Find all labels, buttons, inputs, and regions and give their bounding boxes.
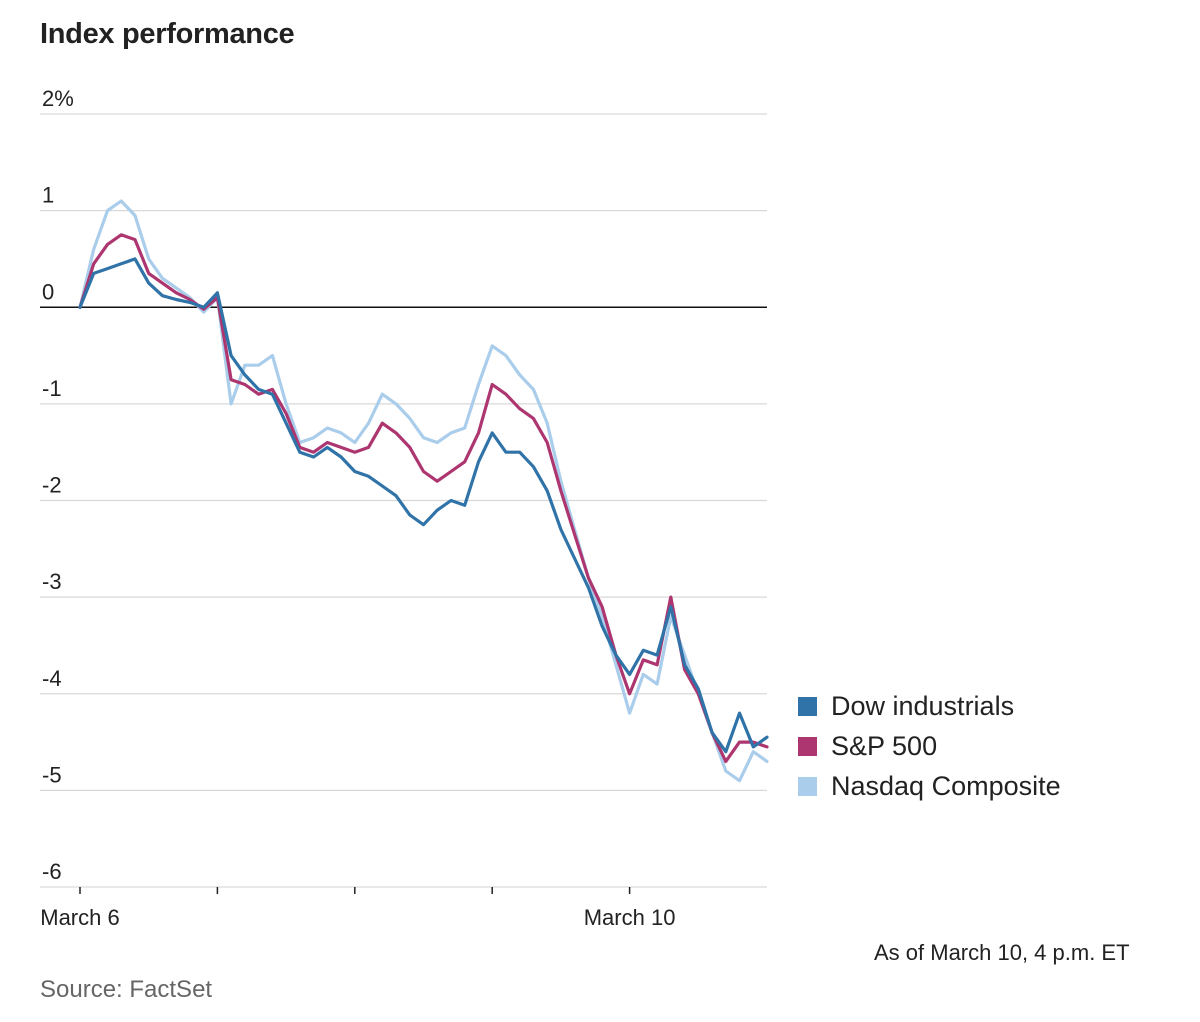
y-tick-label: 0 [42,279,54,304]
x-axis [40,886,767,894]
y-tick-label: 2% [42,86,74,111]
legend-label-nasdaq: Nasdaq Composite [831,770,1061,801]
tick-labels: 2% 1 0 -1 -2 -3 -4 -5 -6 March 6 March 10 [40,86,675,930]
legend-swatch-dow [798,696,817,716]
y-tick-label: -2 [42,473,62,498]
legend-item-nasdaq: Nasdaq Composite [798,766,1061,806]
legend-swatch-nasdaq [798,776,817,796]
legend-swatch-sp500 [798,736,817,756]
legend-label-sp500: S&P 500 [831,730,938,761]
as-of-note: As of March 10, 4 p.m. ET [874,940,1130,965]
legend-item-dow: Dow industrials [798,686,1061,726]
y-tick-label: -3 [42,569,62,594]
legend: Dow industrials S&P 500 Nasdaq Composite [798,686,1061,806]
y-tick-label: -5 [42,762,62,787]
y-tick-label: -4 [42,666,62,691]
series-lines [78,199,769,783]
legend-label-dow: Dow industrials [831,690,1015,721]
source-note: Source: FactSet [40,976,213,1003]
x-tick-label: March 10 [584,905,676,930]
series-line-s-p-500 [78,233,769,764]
y-tick-label: -6 [42,859,62,884]
series-line-dow-industrials [78,257,769,754]
y-tick-label: 1 [42,183,54,208]
y-tick-label: -1 [42,376,62,401]
chart-title: Index performance [40,18,295,50]
grid-lines [40,113,767,791]
x-tick-label: March 6 [40,905,119,930]
legend-item-sp500: S&P 500 [798,726,1061,766]
